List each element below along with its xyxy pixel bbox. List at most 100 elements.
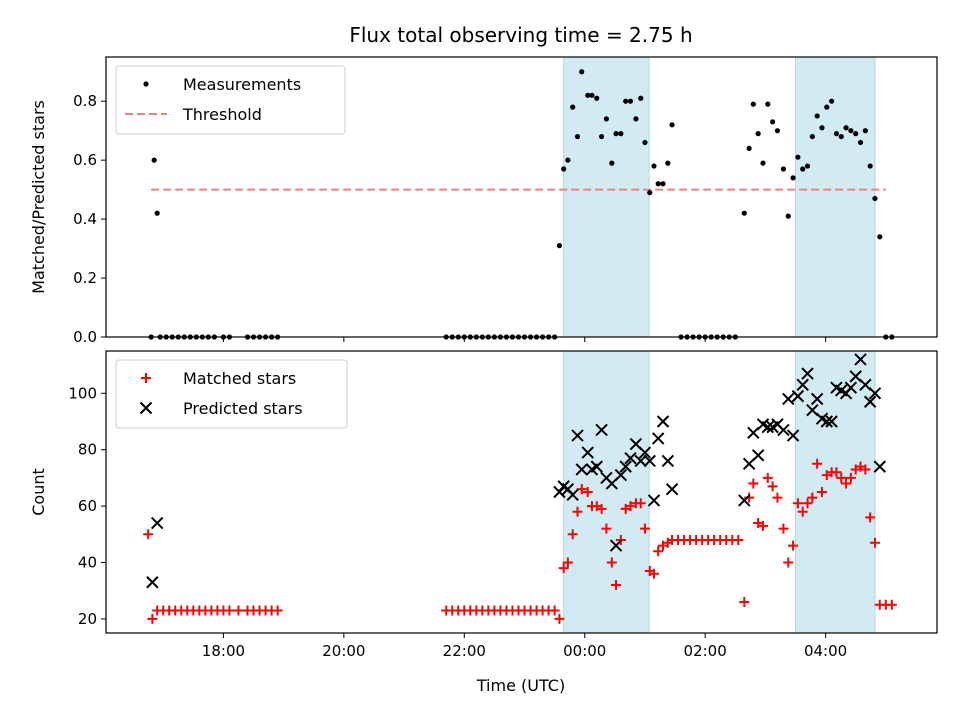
bottom-shaded-interval-1 — [794, 350, 876, 634]
measurement-point — [613, 131, 619, 137]
bottom-axes-frame — [105, 350, 938, 634]
top-y-tick-label: 0.8 — [73, 92, 97, 110]
measurement-point — [765, 101, 771, 107]
matched-star-point — [860, 464, 871, 475]
measurement-point — [760, 160, 766, 166]
measurement-point — [819, 125, 825, 131]
measurement-point — [785, 213, 791, 219]
matched-star-point — [562, 557, 573, 568]
predicted-star-point — [854, 353, 867, 366]
predicted-star-point — [619, 460, 632, 473]
matched-star-point — [554, 613, 565, 624]
predicted-star-point — [638, 446, 652, 459]
top-y-tick-label: 0.0 — [73, 328, 97, 346]
measurement-point — [862, 128, 868, 134]
matched-star-point — [831, 467, 842, 478]
matched-star-point — [841, 478, 852, 489]
measurement-point — [809, 133, 815, 140]
predicted-star-point — [738, 494, 751, 507]
measurement-point — [655, 181, 661, 187]
matched-star-point — [639, 523, 650, 534]
matched-star-point — [845, 472, 856, 483]
measurement-point — [857, 139, 864, 146]
measurement-point — [843, 125, 849, 131]
measurement-point — [609, 160, 615, 166]
matched-star-point — [807, 492, 818, 503]
measurement-point — [638, 95, 644, 101]
matched-star-point — [865, 512, 876, 523]
top-shaded-interval-0 — [563, 56, 650, 338]
predicted-star-point — [777, 423, 790, 437]
legend-marker-plus — [141, 373, 151, 383]
predicted-star-point — [651, 432, 665, 445]
predicted-star-point — [868, 387, 882, 400]
matched-star-point — [757, 520, 768, 531]
matched-star-point — [792, 498, 803, 509]
predicted-star-point — [614, 468, 628, 482]
matched-star-point — [558, 563, 569, 574]
matched-star-point — [272, 605, 283, 616]
measurement-point — [829, 98, 835, 104]
matched-star-point — [797, 506, 808, 517]
matched-star-point — [748, 478, 759, 489]
predicted-star-point — [761, 420, 774, 434]
measurement-point — [633, 116, 639, 122]
measurement-point — [589, 92, 595, 98]
measurement-point — [565, 157, 571, 163]
predicted-star-point — [810, 392, 824, 406]
bottom-legend: Matched stars Predicted stars — [115, 359, 348, 429]
matched-star-point — [147, 613, 158, 624]
predicted-star-point — [786, 429, 800, 442]
x-tick-label: 18:00 — [202, 642, 245, 660]
matched-star-point — [767, 481, 778, 492]
predicted-star-point — [566, 488, 579, 502]
matched-star-point — [812, 458, 823, 469]
measurement-point — [824, 104, 830, 110]
predicted-star-point — [863, 395, 877, 408]
matched-star-point — [549, 605, 560, 616]
matched-star-point — [635, 498, 646, 509]
measurement-point — [750, 101, 756, 107]
matched-star-point — [778, 523, 789, 534]
measurement-point — [647, 189, 653, 196]
top-shaded-interval-1 — [794, 56, 876, 338]
measurement-point — [570, 104, 576, 110]
measurement-point — [561, 166, 567, 172]
x-tick-label: 02:00 — [684, 642, 727, 660]
measurement-point — [790, 175, 796, 181]
measurement-point — [795, 154, 801, 160]
measurement-point — [741, 210, 747, 216]
measurement-point — [848, 128, 854, 134]
bottom-y-tick-label: 40 — [78, 554, 97, 572]
top-y-tick-label: 0.4 — [73, 210, 97, 228]
bottom-legend-box — [115, 359, 348, 429]
bottom-y-tick-label: 80 — [78, 441, 97, 459]
measurement-point — [556, 243, 563, 249]
predicted-star-point — [634, 454, 647, 468]
legend-label: Threshold — [182, 105, 262, 124]
predicted-star-point — [609, 539, 623, 552]
predicted-star-point — [751, 449, 765, 462]
matched-star-point — [886, 599, 897, 610]
measurement-point — [642, 139, 648, 146]
measurement-point — [598, 133, 605, 140]
matched-star-point — [596, 503, 607, 514]
measurement-point — [780, 166, 787, 172]
predicted-star-point — [643, 454, 656, 468]
measurement-point — [594, 95, 600, 101]
measurement-point — [814, 113, 820, 119]
matched-star-point — [816, 487, 827, 497]
matched-star-point — [802, 498, 813, 509]
measurement-point — [877, 234, 883, 240]
matched-star-point — [582, 487, 593, 497]
predicted-star-point — [581, 446, 594, 459]
bottom-y-tick-label: 100 — [68, 384, 97, 402]
measurement-point — [746, 145, 752, 151]
measurement-point — [585, 92, 591, 98]
measurement-point — [151, 157, 157, 163]
predicted-star-point — [844, 381, 858, 394]
predicted-star-point — [647, 494, 661, 507]
measurement-point — [627, 98, 634, 104]
legend-label: Predicted stars — [183, 399, 303, 418]
x-tick-label: 00:00 — [563, 642, 606, 660]
